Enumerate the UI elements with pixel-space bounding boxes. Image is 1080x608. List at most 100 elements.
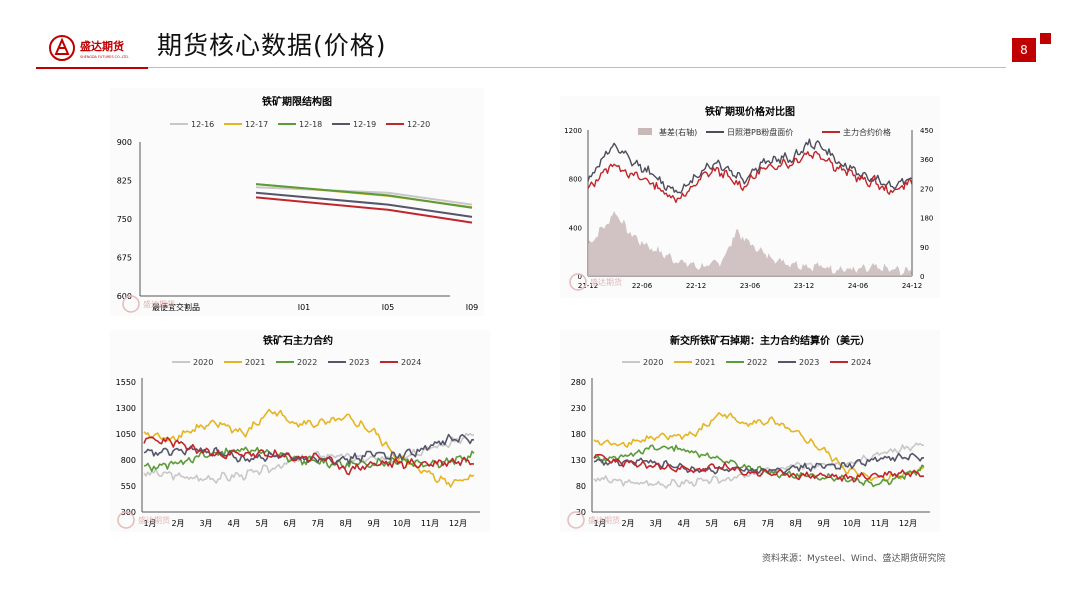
watermark-icon [567,511,585,529]
series-line [593,442,925,489]
y-tick-label: 675 [117,254,132,263]
x-tick-label: 8月 [339,519,352,528]
series-line [593,412,925,482]
y-tick-label: 1550 [116,378,136,387]
series-line [255,183,473,209]
x-tick-label: 10月 [393,519,411,528]
series-line [255,191,473,218]
legend-label: 基差(右轴) [659,127,697,137]
basis-area [588,210,912,276]
x-tick-label: 7月 [761,519,774,528]
legend-label: 12-17 [245,120,268,129]
series-line [593,452,925,475]
x-tick-label: 5月 [255,519,268,528]
series-line [587,138,913,194]
legend-label: 2020 [193,358,213,367]
legend-label: 主力合约价格 [843,127,891,137]
y-tick-label: 1200 [564,127,582,135]
y-tick-label: 0 [578,273,582,281]
x-tick-label: I01 [298,303,311,312]
watermark-text: 盛达期货 [138,515,170,525]
x-tick-label: 4月 [227,519,240,528]
x-tick-label: 23-06 [740,282,761,290]
y-tick-label: 1300 [116,404,136,413]
y2-tick-label: 90 [920,244,929,252]
legend-label: 12-18 [299,120,322,129]
legend-label: 2023 [799,358,819,367]
x-tick-label: 2月 [621,519,634,528]
y-tick-label: 800 [121,456,136,465]
header-accent-line [36,67,148,69]
legend-label: 2024 [401,358,421,367]
x-tick-label: 22-12 [686,282,706,290]
watermark-text: 盛达期货 [588,515,620,525]
x-tick-label: 6月 [733,519,746,528]
page-number: 8 [1012,38,1036,62]
legend-label: 2020 [643,358,663,367]
panel-term-structure: 铁矿期限结构图 12-16 12-17 12-18 12-19 12-20 600 675 75… [110,88,484,316]
series-line [587,150,913,204]
legend-label: 2022 [297,358,317,367]
x-tick-label: 7月 [311,519,324,528]
x-tick-label: 21-12 [578,282,598,290]
x-tick-label: 9月 [817,519,830,528]
watermark-icon [117,511,135,529]
panel-sgx-swap: 新交所铁矿石掉期：主力合约结算价（美元） 2020 2021 2022 2023 2024… [560,330,940,532]
watermark-icon [569,273,587,291]
legend-label: 2021 [245,358,265,367]
y-tick-label: 800 [569,176,582,184]
x-tick-label: 10月 [843,519,861,528]
y-tick-label: 550 [121,482,136,491]
legend-label: 2024 [851,358,871,367]
y-tick-label: 750 [117,215,132,224]
y2-tick-label: 360 [920,156,933,164]
x-tick-label: 12月 [899,519,917,528]
x-tick-label: 3月 [199,519,212,528]
y-tick-label: 280 [571,378,586,387]
logo-text: 盛达期货 [80,39,124,53]
source-note: 资料来源：Mysteel、Wind、盛达期货研究院 [762,554,946,564]
y2-tick-label: 450 [920,127,933,135]
x-tick-label: 11月 [421,519,439,528]
series-line [593,453,925,483]
corner-decoration [1040,33,1051,44]
chart-title: 铁矿石主力合约 [263,334,333,347]
series-line [143,436,475,476]
y2-tick-label: 180 [920,215,933,223]
y-tick-label: 1050 [116,430,136,439]
legend-label: 日照港PB粉盘面价 [727,127,793,137]
watermark-icon [122,295,140,313]
x-tick-label: 2月 [171,519,184,528]
x-tick-label: 6月 [283,519,296,528]
series-line [255,196,473,224]
watermark-text: 盛达期货 [143,299,175,309]
legend-label: 12-20 [407,120,430,129]
chart-title: 铁矿期限结构图 [262,95,332,108]
y-tick-label: 230 [571,404,586,413]
series-line [143,446,475,472]
y-tick-label: 825 [117,177,132,186]
x-tick-label: I09 [466,303,479,312]
page-title: 期货核心数据(价格) [157,31,387,60]
y-tick-label: 900 [117,138,132,147]
y2-tick-label: 0 [920,273,924,281]
x-tick-label: 4月 [677,519,690,528]
series-line [593,444,925,488]
y-tick-label: 130 [571,456,586,465]
chart-sgx-swap: 新交所铁矿石掉期：主力合约结算价（美元） 2020 2021 2022 2023 2024… [567,334,930,529]
y-tick-label: 400 [569,224,582,232]
legend-label: 2022 [747,358,767,367]
series-line [143,432,475,484]
x-tick-label: 11月 [871,519,889,528]
y-tick-label: 30 [576,508,586,517]
panel-dce-main: 铁矿石主力合约 2020 2021 2022 2023 2024 300 550 800 1050… [110,330,490,532]
x-tick-label: 最便宜交割品 [152,302,200,312]
y-tick-label: 600 [117,292,132,301]
series-line [143,408,475,488]
legend-label: 2021 [695,358,715,367]
x-tick-label: 9月 [367,519,380,528]
legend-swatch [638,128,652,135]
chart-title: 铁矿期现价格对比图 [705,105,795,118]
